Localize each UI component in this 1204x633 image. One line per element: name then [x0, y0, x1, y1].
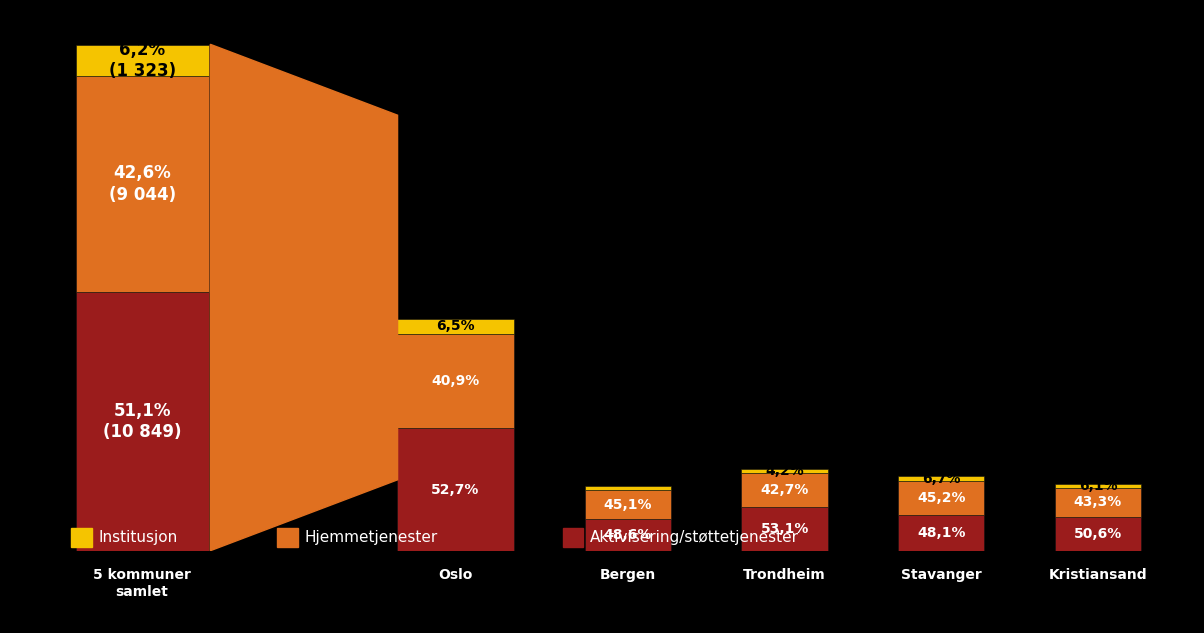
- Bar: [76, 45, 208, 76]
- Text: 48,1%: 48,1%: [917, 526, 966, 540]
- Bar: [898, 481, 985, 515]
- Bar: [898, 476, 985, 481]
- Text: Bergen: Bergen: [600, 568, 656, 582]
- Bar: [585, 520, 671, 551]
- Bar: [742, 472, 827, 508]
- Text: 48,6%: 48,6%: [603, 528, 653, 542]
- Text: 6,5%: 6,5%: [436, 319, 474, 333]
- Text: Kristiansand: Kristiansand: [1049, 568, 1147, 582]
- Polygon shape: [211, 44, 397, 551]
- Text: Hjemmetjenester: Hjemmetjenester: [305, 530, 437, 545]
- FancyBboxPatch shape: [71, 528, 92, 547]
- Text: 42,6%
(9 044): 42,6% (9 044): [108, 165, 176, 204]
- Bar: [1055, 488, 1141, 517]
- Bar: [76, 76, 208, 292]
- Bar: [1055, 517, 1141, 551]
- Text: Stavanger: Stavanger: [901, 568, 981, 582]
- Text: 6,1%: 6,1%: [1079, 479, 1117, 493]
- Bar: [397, 334, 514, 429]
- Bar: [1055, 484, 1141, 488]
- Bar: [742, 508, 827, 551]
- Text: Trondheim: Trondheim: [743, 568, 826, 582]
- FancyBboxPatch shape: [563, 528, 584, 547]
- Text: 42,7%: 42,7%: [761, 483, 809, 497]
- Text: 6,7%: 6,7%: [922, 472, 961, 486]
- Text: Oslo: Oslo: [438, 568, 473, 582]
- Text: 51,1%
(10 849): 51,1% (10 849): [102, 401, 182, 441]
- Text: 53,1%: 53,1%: [761, 522, 809, 536]
- Text: 52,7%: 52,7%: [431, 482, 479, 497]
- Text: 45,2%: 45,2%: [917, 491, 966, 505]
- Bar: [585, 486, 671, 491]
- Text: Institusjon: Institusjon: [99, 530, 178, 545]
- Text: 4,2%: 4,2%: [766, 464, 804, 478]
- Bar: [397, 429, 514, 551]
- Text: 43,3%: 43,3%: [1074, 496, 1122, 510]
- Bar: [76, 292, 208, 551]
- Bar: [742, 469, 827, 472]
- Text: Aktivisering/støttetjenester: Aktivisering/støttetjenester: [590, 530, 799, 545]
- Bar: [397, 318, 514, 334]
- FancyBboxPatch shape: [277, 528, 297, 547]
- Text: 6,2%
(1 323): 6,2% (1 323): [108, 41, 176, 80]
- Bar: [585, 491, 671, 520]
- Text: 45,1%: 45,1%: [603, 498, 653, 512]
- Bar: [898, 515, 985, 551]
- Text: 50,6%: 50,6%: [1074, 527, 1122, 541]
- Text: 5 kommuner
samlet: 5 kommuner samlet: [93, 568, 191, 599]
- Text: 40,9%: 40,9%: [431, 374, 479, 388]
